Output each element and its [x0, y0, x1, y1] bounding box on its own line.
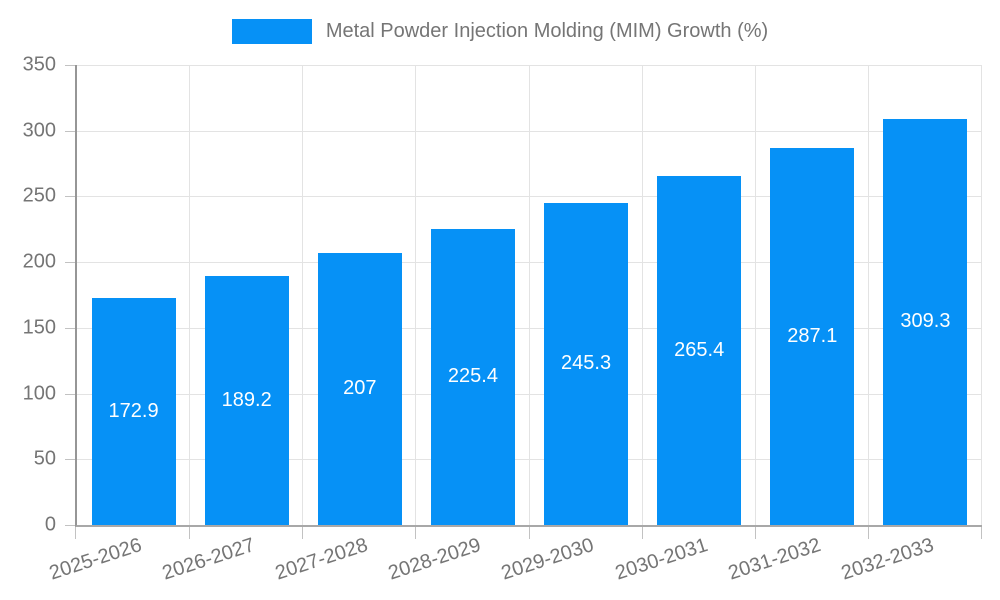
legend-label: Metal Powder Injection Molding (MIM) Gro…	[325, 19, 769, 42]
legend: Metal Powder Injection Molding (MIM) Gro…	[0, 16, 1000, 46]
x-tick	[981, 527, 982, 539]
y-tick	[65, 327, 75, 329]
gridline-horizontal	[77, 393, 982, 395]
y-tick-label: 300	[22, 119, 56, 142]
gridline-vertical	[641, 65, 643, 525]
bar-value-label: 287.1	[787, 324, 838, 347]
gridline-vertical	[415, 65, 417, 525]
bar-value-label: 245.3	[561, 352, 612, 375]
gridline-vertical	[867, 65, 869, 525]
bar: 287.1	[770, 147, 855, 525]
x-tick	[75, 527, 76, 539]
bar-value-label: 189.2	[221, 389, 272, 412]
gridline-horizontal	[77, 196, 982, 198]
y-tick-label: 100	[22, 382, 56, 405]
x-tick-label: 2027-2028	[272, 534, 371, 585]
gridline-horizontal	[77, 262, 982, 264]
bar: 172.9	[91, 297, 176, 525]
bar: 189.2	[204, 276, 289, 525]
gridline-horizontal	[77, 65, 982, 66]
y-tick	[65, 196, 75, 198]
legend-item[interactable]: Metal Powder Injection Molding (MIM) Gro…	[231, 18, 769, 44]
y-tick	[65, 525, 75, 526]
y-tick	[65, 393, 75, 395]
x-tick-label: 2025-2026	[46, 534, 145, 585]
gridline-vertical	[302, 65, 304, 525]
bar-value-label: 207	[343, 377, 377, 400]
gridline-horizontal	[77, 130, 982, 132]
bar: 225.4	[430, 228, 515, 525]
bar: 245.3	[544, 202, 629, 525]
legend-swatch	[231, 18, 312, 44]
bar-value-label: 309.3	[900, 310, 951, 333]
x-tick-label: 2031-2032	[725, 534, 824, 585]
x-tick-label: 2026-2027	[159, 534, 258, 585]
bar-value-label: 225.4	[447, 365, 498, 388]
x-tick-label: 2032-2033	[838, 534, 937, 585]
x-tick	[867, 527, 869, 539]
plot-area: 172.9 189.2 207 225.4 245.3 265.4 287.1 309.3	[65, 65, 982, 539]
x-tick	[302, 527, 304, 539]
y-tick-label: 150	[22, 316, 56, 339]
gridline-vertical	[754, 65, 756, 525]
y-tick-label: 350	[22, 53, 56, 76]
y-tick	[65, 65, 75, 66]
gridline-vertical	[981, 65, 982, 525]
x-tick	[189, 527, 191, 539]
x-tick-label: 2028-2029	[385, 534, 484, 585]
x-tick	[754, 527, 756, 539]
bar-value-label: 172.9	[108, 399, 159, 422]
x-tick	[415, 527, 417, 539]
y-tick-label: 200	[22, 250, 56, 273]
gridline-horizontal	[77, 459, 982, 461]
x-tick-label: 2029-2030	[499, 534, 597, 585]
y-tick-label: 250	[22, 184, 56, 207]
gridline-horizontal	[77, 327, 982, 329]
x-tick	[641, 527, 643, 539]
y-tick-label: 0	[44, 513, 56, 536]
gridline-vertical	[189, 65, 191, 525]
y-tick-label: 50	[33, 447, 56, 470]
x-tick	[528, 527, 530, 539]
y-tick	[65, 130, 75, 132]
gridline-vertical	[528, 65, 530, 525]
y-tick	[65, 262, 75, 264]
bar: 207	[317, 252, 402, 525]
bar: 265.4	[657, 176, 742, 525]
x-tick-label: 2030-2031	[612, 534, 710, 585]
bar-value-label: 265.4	[674, 339, 725, 362]
y-tick	[65, 459, 75, 461]
bar: 309.3	[883, 118, 968, 525]
